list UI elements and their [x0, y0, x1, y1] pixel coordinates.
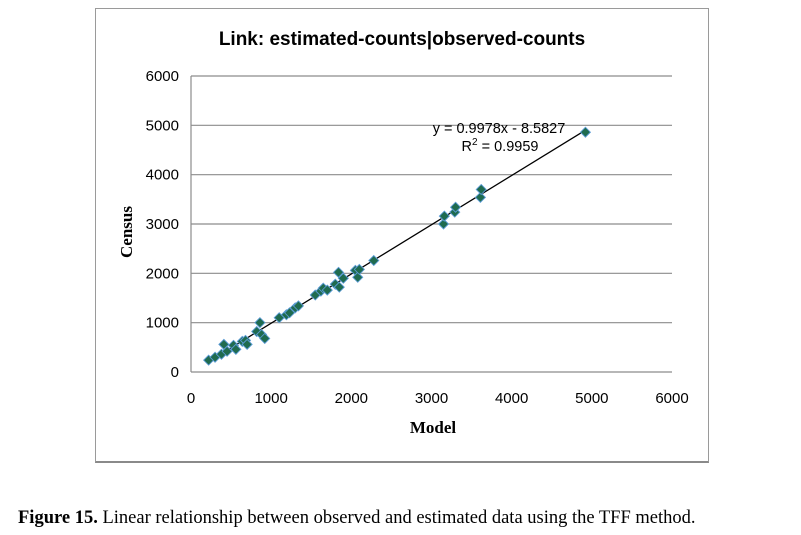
figure-caption: Figure 15. Linear relationship between o…	[18, 508, 696, 529]
x-tick-label: 2000	[335, 390, 368, 407]
r-squared-label: R2 = 0.9959	[462, 137, 539, 155]
data-points	[203, 126, 592, 366]
r-squared-prefix: R	[462, 139, 472, 155]
data-point	[449, 201, 462, 213]
data-point	[241, 338, 253, 351]
y-tick-label: 0	[171, 364, 179, 381]
y-axis-title: Census	[117, 206, 136, 258]
x-tick-label: 4000	[495, 390, 528, 407]
r-squared-superscript: 2	[472, 137, 478, 148]
data-point	[475, 183, 487, 196]
x-tick-label: 3000	[415, 390, 448, 407]
y-tick-label: 1000	[146, 315, 179, 332]
data-point	[333, 281, 345, 293]
data-point	[292, 300, 305, 312]
y-tick-label: 5000	[146, 117, 179, 134]
figure-label: Figure 15.	[18, 508, 98, 528]
x-tick-label: 1000	[254, 390, 287, 407]
r-squared-value: = 0.9959	[478, 139, 539, 155]
y-tick-label: 4000	[146, 167, 179, 184]
trendline-equation: y = 0.9978x - 8.5827	[433, 121, 566, 137]
data-point	[368, 254, 380, 267]
y-tick-labels: 0 1000 2000 3000 4000 5000 6000	[146, 68, 179, 381]
axes	[190, 76, 672, 373]
data-point	[438, 210, 450, 222]
data-point	[321, 284, 333, 296]
gridlines	[191, 75, 672, 324]
chart-frame: Link: estimated-counts|observed-counts 0…	[95, 8, 709, 463]
y-tick-label: 6000	[146, 68, 179, 85]
y-tick-label: 3000	[146, 216, 179, 233]
data-point	[230, 343, 242, 355]
chart-title: Link: estimated-counts|observed-counts	[219, 29, 585, 50]
y-tick-label: 2000	[146, 265, 179, 282]
data-point	[579, 126, 592, 138]
data-point	[353, 263, 365, 276]
trendline	[208, 129, 586, 363]
data-point	[332, 266, 345, 278]
data-point	[221, 345, 233, 357]
scatter-chart: Link: estimated-counts|observed-counts 0…	[117, 29, 689, 437]
data-point	[337, 272, 349, 284]
data-point	[259, 332, 271, 345]
x-tick-label: 6000	[655, 390, 688, 407]
data-point	[437, 218, 450, 230]
x-tick-label: 5000	[575, 390, 608, 407]
figure-caption-text: Linear relationship between observed and…	[97, 508, 696, 528]
x-tick-label: 0	[187, 390, 195, 407]
trendline-group	[208, 129, 586, 363]
data-point	[254, 317, 266, 329]
data-point	[352, 271, 364, 283]
x-axis-title: Model	[410, 418, 457, 437]
data-point	[474, 191, 487, 203]
x-tick-labels: 0 1000 2000 3000 4000 5000 6000	[187, 390, 689, 407]
